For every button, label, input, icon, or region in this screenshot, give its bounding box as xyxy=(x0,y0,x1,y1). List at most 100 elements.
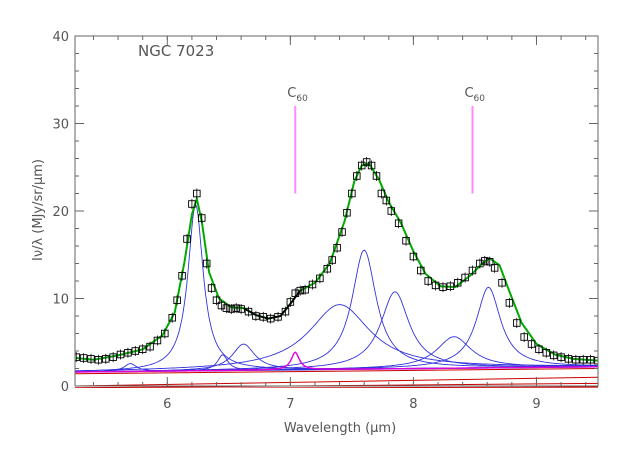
continuum-line xyxy=(423,387,598,388)
x-tick-label: 7 xyxy=(286,397,294,412)
data-point xyxy=(387,207,396,215)
y-axis-label: Iν/λ (MJy/sr/μm) xyxy=(31,159,46,261)
y-tick-label: 20 xyxy=(52,205,69,220)
data-point xyxy=(572,356,580,364)
data-point xyxy=(328,256,336,264)
data-point xyxy=(124,349,132,357)
data-point xyxy=(353,172,361,180)
plot-area xyxy=(75,157,598,388)
data-point xyxy=(168,314,176,322)
data-point xyxy=(348,189,356,198)
data-point xyxy=(244,307,253,316)
data-point xyxy=(520,333,528,341)
x-tick-label: 6 xyxy=(163,397,171,412)
data-point xyxy=(207,284,216,292)
data-point xyxy=(367,161,376,170)
data-point xyxy=(212,296,221,305)
data-point xyxy=(161,329,169,338)
data-point xyxy=(343,208,351,217)
data-point xyxy=(94,356,103,364)
y-tick-label: 10 xyxy=(52,293,69,308)
data-point xyxy=(409,252,418,261)
data-point xyxy=(281,307,290,316)
data-point xyxy=(116,350,125,359)
y-tick-label: 0 xyxy=(61,380,69,395)
continuum-line xyxy=(75,368,598,375)
data-point xyxy=(513,319,521,327)
data-point xyxy=(377,189,386,198)
data-point xyxy=(323,265,332,273)
data-point xyxy=(382,196,391,205)
data-point xyxy=(266,314,275,323)
data-point xyxy=(173,296,181,305)
data-point xyxy=(446,282,455,291)
data-point xyxy=(579,356,587,364)
data-point xyxy=(87,355,95,363)
data-point xyxy=(146,342,154,351)
data-point xyxy=(308,280,317,289)
data-point xyxy=(274,313,282,321)
pah-component-line xyxy=(75,291,598,373)
data-point xyxy=(586,356,595,364)
data-point xyxy=(178,272,186,280)
data-point xyxy=(193,189,201,198)
data-point xyxy=(557,353,565,361)
continuum-line xyxy=(105,386,598,388)
x-tick-label: 8 xyxy=(409,397,417,412)
data-point xyxy=(286,298,295,306)
data-point xyxy=(138,345,147,354)
y-tick-label: 30 xyxy=(52,118,69,133)
y-tick-label: 40 xyxy=(52,30,69,45)
data-point xyxy=(594,356,598,365)
data-point xyxy=(542,349,551,357)
data-point xyxy=(131,347,140,355)
plot-frame xyxy=(74,35,599,387)
data-point xyxy=(485,258,494,266)
x-axis: 6 7 8 9 xyxy=(92,36,587,412)
data-point xyxy=(490,264,499,272)
data-point xyxy=(439,283,447,291)
data-point xyxy=(259,313,268,321)
data-point xyxy=(296,286,304,295)
data-point xyxy=(301,286,309,294)
data-point xyxy=(316,274,324,283)
data-point xyxy=(402,236,410,245)
data-point xyxy=(202,259,211,268)
c60-annotation: C60 xyxy=(287,86,308,104)
data-point xyxy=(564,355,573,363)
data-point xyxy=(431,281,440,290)
data-point xyxy=(198,214,206,222)
data-point xyxy=(75,353,80,361)
data-point xyxy=(461,273,469,282)
data-point xyxy=(372,172,381,180)
data-point xyxy=(232,304,240,312)
pah-component-line xyxy=(75,304,598,372)
data-point xyxy=(153,336,162,345)
data-point xyxy=(291,289,300,298)
data-point xyxy=(549,351,558,360)
data-point xyxy=(333,243,341,252)
x-axis-label: Wavelength (μm) xyxy=(284,421,396,436)
data-point xyxy=(183,235,191,243)
data-point xyxy=(217,301,226,310)
data-point xyxy=(481,257,489,265)
data-point xyxy=(417,266,425,275)
data-point xyxy=(424,277,432,285)
data-point xyxy=(252,312,260,320)
y-axis: 0 10 20 30 40 xyxy=(52,30,598,395)
data-point xyxy=(498,279,506,287)
data-point xyxy=(188,200,196,208)
data-point xyxy=(527,340,536,348)
data-point xyxy=(453,279,462,287)
data-point xyxy=(237,305,245,313)
data-point xyxy=(227,305,236,313)
chart-title: NGC 7023 xyxy=(138,42,214,60)
data-point xyxy=(109,353,117,361)
data-point xyxy=(535,345,543,354)
pah-component-line xyxy=(75,286,598,373)
data-point xyxy=(338,228,346,236)
data-point xyxy=(222,304,231,312)
data-point xyxy=(394,219,403,227)
x-tick-label: 9 xyxy=(532,397,540,412)
